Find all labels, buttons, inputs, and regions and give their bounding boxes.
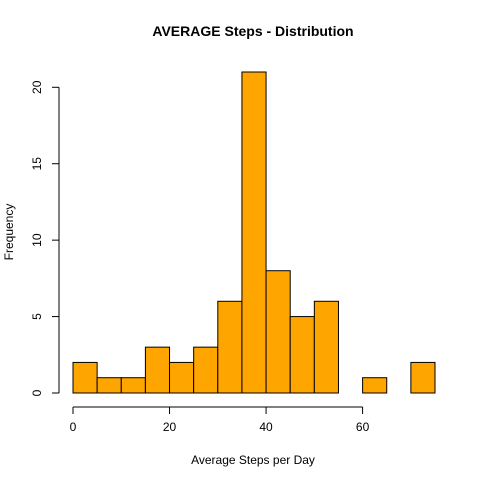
x-tick-label: 20 xyxy=(163,420,177,434)
y-tick-label: 20 xyxy=(30,80,44,94)
y-tick-label: 0 xyxy=(30,389,44,396)
histogram-bar xyxy=(169,361,195,394)
histogram-bar xyxy=(96,377,122,394)
x-tick-label: 40 xyxy=(259,420,273,434)
y-tick-label: 10 xyxy=(30,233,44,247)
histogram-bar xyxy=(313,300,339,394)
bars-group xyxy=(72,71,436,394)
x-tick-label: 60 xyxy=(356,420,370,434)
histogram-bar xyxy=(72,361,98,394)
histogram-bar xyxy=(289,316,315,394)
histogram-bar xyxy=(193,346,219,394)
histogram-bar xyxy=(120,377,146,394)
x-tick-label: 0 xyxy=(70,420,77,434)
histogram-bar xyxy=(217,300,243,394)
y-axis: 0 5 10 15 20 xyxy=(30,80,60,396)
histogram-bar xyxy=(265,270,291,394)
y-tick-label: 5 xyxy=(30,313,44,320)
y-tick-label: 15 xyxy=(30,157,44,171)
x-axis: 0 20 40 60 xyxy=(70,406,370,434)
histogram-bar xyxy=(362,377,388,394)
chart-title: AVERAGE Steps - Distribution xyxy=(152,23,353,39)
y-axis-label: Frequency xyxy=(2,204,16,261)
histogram-bar xyxy=(144,346,171,394)
x-axis-label: Average Steps per Day xyxy=(191,453,315,467)
histogram-bar xyxy=(410,361,436,394)
histogram-bar xyxy=(241,71,267,394)
